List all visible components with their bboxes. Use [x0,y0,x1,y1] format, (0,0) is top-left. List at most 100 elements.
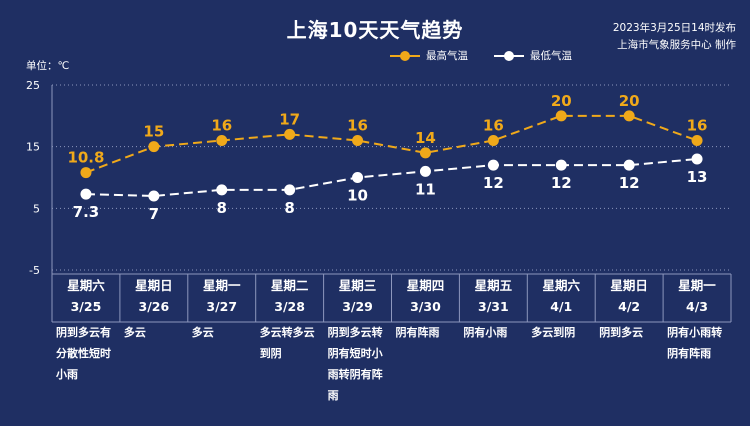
data-label-high: 16 [687,117,708,135]
day-cell: 星期三 3/29 [324,275,392,321]
weather-description-line: 多云 [191,326,214,339]
data-label-high: 20 [551,92,572,110]
data-point-high [691,135,703,146]
weather-description: 阴到多云 [599,322,665,343]
weekday-label: 星期六 [542,278,580,293]
weather-description-line: 小雨 [56,368,78,381]
weather-description-line: 阴到多云有 [56,326,111,339]
y-tick-label: 25 [26,79,40,92]
data-label-low: 12 [483,174,504,192]
data-point-low [555,159,567,171]
data-point-high [487,135,499,146]
data-point-low [216,184,228,196]
day-cell: 星期六 3/25 [52,275,120,321]
data-label-low: 12 [619,174,640,192]
weather-description-line: 多云 [123,326,146,339]
date-label: 3/26 [138,299,170,314]
weather-description-line: 阴到多云 [599,326,644,339]
data-point-low [419,165,431,177]
publish-info: 2023年3月25日14时发布 上海市气象服务中心 制作 [613,20,736,54]
date-label: 4/2 [618,299,641,314]
data-point-low [148,190,160,202]
weather-description: 阴到多云转 阴有短时小 雨转阴有阵雨 [328,322,394,406]
legend-low-marker-icon [494,50,524,61]
series-line-high [85,114,698,174]
weekday-label: 星期六 [67,278,105,293]
date-label: 3/31 [478,299,509,314]
unit-label: 单位：℃ [26,60,70,72]
weather-description-line: 阴有小雨 [463,326,508,339]
weather-description-line: 雨 [327,389,339,402]
weather-description: 多云到阴 [531,322,597,343]
weather-description: 阴到多云有 分散性短时 小雨 [56,322,122,385]
data-point-low [80,188,92,200]
day-cell: 星期二 3/28 [256,275,324,321]
data-label-high: 16 [347,117,368,135]
weather-description-line: 阴有阵雨 [667,347,712,360]
data-point-high [352,135,364,146]
data-point-high [555,110,567,122]
date-label: 3/27 [206,299,238,314]
data-point-high [623,110,635,122]
weekday-label: 星期一 [678,278,716,293]
legend-item-high: 最高气温 [390,48,468,63]
data-label-high: 14 [415,129,436,147]
data-label-low: 7 [149,205,159,223]
weather-description: 多云 [124,322,190,343]
data-point-high [284,128,296,140]
weekday-label: 星期三 [338,278,377,293]
weekday-label: 星期一 [202,278,241,293]
weather-description: 阴有小雨 [463,322,529,343]
y-tick-label: 5 [33,202,40,215]
data-point-high [80,167,92,179]
legend-item-low: 最低气温 [494,48,572,63]
weather-description-line: 阴有小雨转 [667,326,723,339]
data-point-high [419,147,431,159]
weekday-label: 星期二 [270,278,309,293]
legend-high-label: 最高气温 [426,50,468,62]
data-point-low [487,159,499,171]
data-point-low [352,172,364,183]
data-label-low: 7.3 [73,203,100,221]
weather-description-line: 雨转阴有阵 [327,368,383,381]
data-point-high [216,135,228,146]
weather-description: 阴有小雨转 阴有阵雨 [667,322,733,364]
data-label-low: 8 [284,199,294,217]
day-cell: 星期日 3/26 [120,275,188,321]
date-label: 3/28 [274,299,305,314]
weather-description-line: 阴有阵雨 [395,326,440,339]
legend: 最高气温 最低气温 [390,48,590,64]
data-label-high: 17 [279,110,300,128]
publisher: 上海市气象服务中心 制作 [617,39,736,51]
data-point-high [148,141,160,153]
data-label-low: 12 [551,174,572,192]
data-point-low [623,159,635,171]
data-label-high: 16 [211,117,232,135]
y-tick-label: 15 [26,141,40,154]
data-point-low [691,153,703,165]
date-label: 4/1 [550,299,573,314]
data-label-high: 10.8 [67,149,104,167]
weather-description: 多云转多云 到阴 [260,322,326,364]
day-cell: 星期五 3/31 [459,275,527,321]
day-cell: 星期一 4/3 [663,275,731,321]
data-label-high: 16 [483,117,504,135]
data-label-high: 20 [619,92,640,110]
date-label: 3/25 [70,299,102,314]
data-label-high: 15 [143,123,164,141]
date-label: 3/30 [410,299,441,314]
weekday-label: 星期四 [406,278,445,293]
data-label-low: 8 [217,199,227,217]
date-label: 4/3 [686,299,709,314]
series-line-low [85,158,698,198]
weather-description-line: 到阴 [259,347,282,360]
chart-title: 上海10天天气趋势 [286,18,464,42]
day-cell: 星期六 4/1 [527,275,595,321]
weather-description-line: 多云转多云 [259,326,315,339]
legend-low-label: 最低气温 [530,50,572,62]
day-cell: 星期四 3/30 [392,275,460,321]
weather-description-line: 多云到阴 [531,326,576,339]
legend-high-marker-icon [390,50,420,61]
publish-time: 2023年3月25日14时发布 [612,22,736,34]
